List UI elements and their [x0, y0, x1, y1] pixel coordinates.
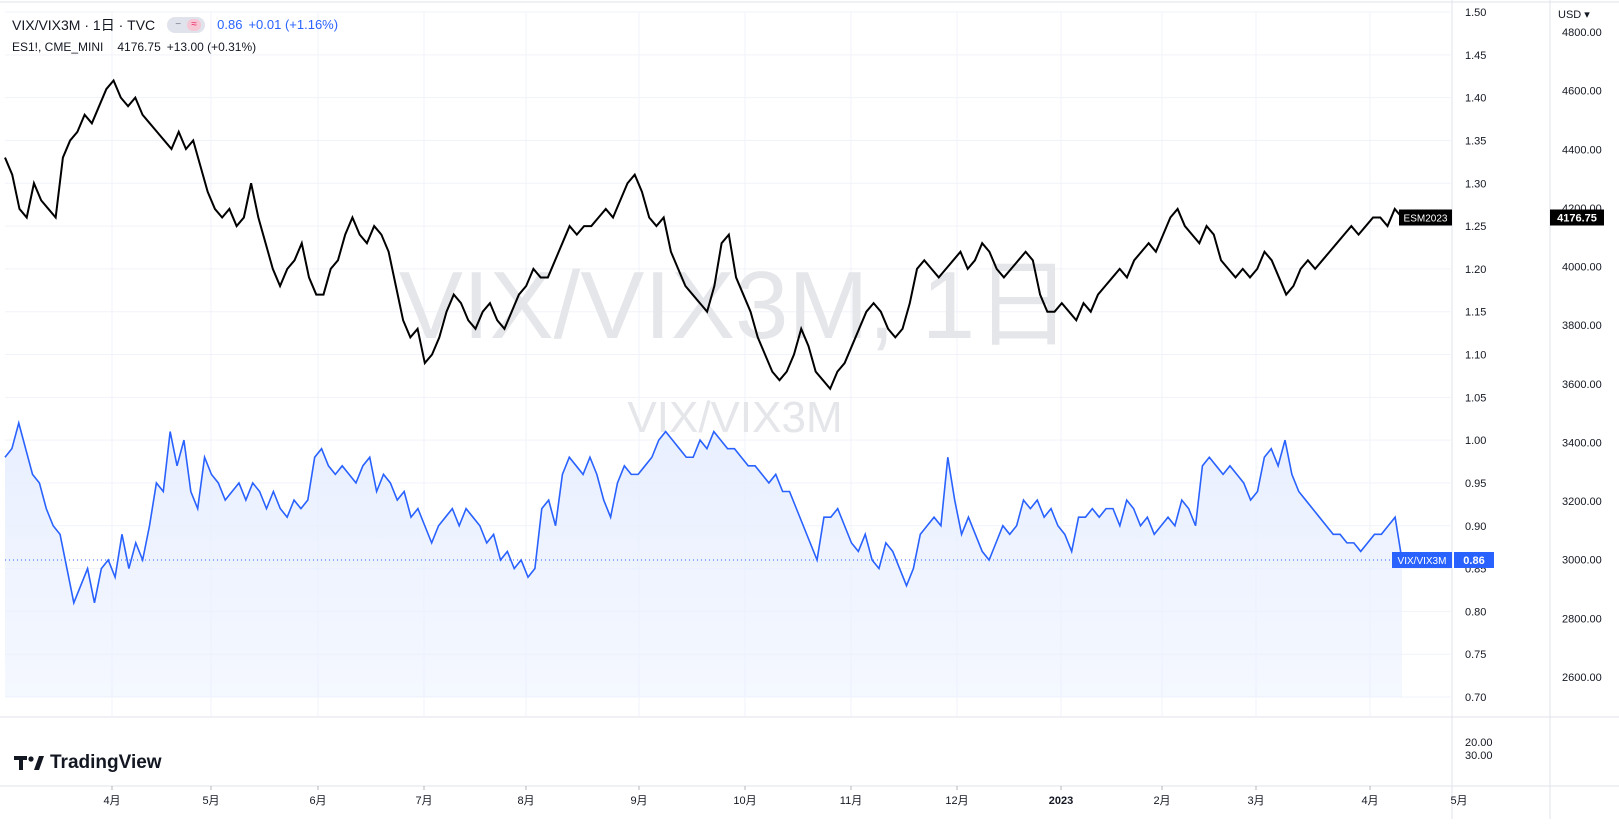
time-axis-label[interactable]: 6月 — [309, 795, 326, 807]
right-axis-tick-label: 4800.00 — [1562, 27, 1602, 39]
legend-row-es[interactable]: ES1!, CME_MINI 4176.75 +13.00 (+0.31%) — [12, 36, 338, 58]
vix-series-line[interactable] — [4, 419, 1403, 606]
left-axis-tick-label: 1.45 — [1465, 50, 1486, 62]
axes-layer: 1.50 1.45 1.40 1.35 1.30 1.25 1.20 1.15 1.10 1.05… — [103, 7, 1604, 807]
left-axis-tick-label: 1.25 — [1465, 221, 1486, 233]
legend-symbol-es[interactable]: ES1!, CME_MINI — [12, 40, 104, 54]
time-axis-label[interactable]: 3月 — [1247, 795, 1264, 807]
time-axis-label[interactable]: 12月 — [945, 795, 968, 807]
legend-change-vix: +0.01 (+1.16%) — [248, 17, 339, 32]
tradingview-icon — [14, 756, 44, 770]
legend-value-vix: 0.86 — [217, 17, 243, 32]
right-axis-tick-label: 3800.00 — [1562, 320, 1602, 332]
left-axis-tick-label: 0.75 — [1465, 649, 1486, 661]
minus-icon[interactable]: − — [175, 19, 182, 30]
legend-symbol-vix[interactable]: VIX/VIX3M · 1日 · TVC — [12, 17, 156, 33]
right-axis-tick-label: 4600.00 — [1562, 86, 1602, 98]
time-axis-label[interactable]: 8月 — [517, 795, 534, 807]
time-axis-label[interactable]: 4月 — [103, 795, 120, 807]
right-axis-tick-label: 4000.00 — [1562, 262, 1602, 274]
time-axis-label[interactable]: 2023 — [1049, 795, 1073, 807]
vix-name-label: VIX/VIX3M — [1398, 556, 1447, 567]
legend-value-es: 4176.75 — [117, 40, 161, 54]
es-series-line[interactable] — [4, 78, 1403, 391]
left-axis-tick-label: 0.90 — [1465, 521, 1486, 533]
left-axis-tick-label: 1.30 — [1465, 178, 1486, 190]
left-axis-tick-label: 1.50 — [1465, 7, 1486, 19]
time-axis-label[interactable]: 9月 — [630, 795, 647, 807]
left-axis-tick-label: 1.20 — [1465, 264, 1486, 276]
es-name-label: ESM2023 — [1404, 214, 1448, 225]
series-layer — [4, 78, 1452, 697]
time-axis-label[interactable]: 4月 — [1361, 795, 1378, 807]
vix-price-tag — [1454, 552, 1494, 568]
left-axis-tick-label: 0.80 — [1465, 606, 1486, 618]
right-axis-tick-label: 2800.00 — [1562, 613, 1602, 625]
lower-axis-tick-label: 30.00 — [1465, 750, 1493, 762]
watermark-subtitle: VIX/VIX3M — [627, 393, 842, 442]
left-axis-tick-label: 0.70 — [1465, 692, 1486, 704]
left-axis-tick-label: 0.95 — [1465, 478, 1486, 490]
vix-price-label: 0.86 — [1463, 555, 1484, 567]
left-axis-tick-label: 1.05 — [1465, 392, 1486, 404]
left-axis-tick-label: 1.35 — [1465, 135, 1486, 147]
time-axis-label[interactable]: 5月 — [1450, 795, 1467, 807]
es-name-tag — [1399, 209, 1452, 226]
right-axis-tick-label: 3200.00 — [1562, 496, 1602, 508]
legend: VIX/VIX3M · 1日 · TVC − ≈ 0.86 +0.01 (+1.… — [12, 14, 338, 58]
left-axis-tick-label: 1.00 — [1465, 435, 1486, 447]
legend-toggle-pill[interactable]: − ≈ — [167, 17, 206, 33]
tradingview-logo[interactable]: TradingView — [14, 752, 162, 774]
right-axis-tick-label: 3400.00 — [1562, 437, 1602, 449]
time-axis-label[interactable]: 5月 — [202, 795, 219, 807]
left-axis-tick-label: 1.15 — [1465, 307, 1486, 319]
es-price-label: 4176.75 — [1557, 213, 1597, 225]
tradingview-wordmark: TradingView — [50, 752, 162, 773]
right-axis-tick-label: 4400.00 — [1562, 144, 1602, 156]
time-axis-label[interactable]: 2月 — [1153, 795, 1170, 807]
wave-icon[interactable]: ≈ — [187, 19, 202, 31]
legend-change-es: +13.00 (+0.31%) — [166, 40, 257, 54]
legend-row-vix[interactable]: VIX/VIX3M · 1日 · TVC − ≈ 0.86 +0.01 (+1.… — [12, 14, 338, 36]
lower-axis-tick-label: 20.00 — [1465, 737, 1493, 749]
time-axis-label[interactable]: 10月 — [733, 795, 756, 807]
left-axis-tick-label: 1.10 — [1465, 350, 1486, 362]
right-axis-tick-label: 3600.00 — [1562, 379, 1602, 391]
vix-area-fill — [5, 423, 1402, 697]
time-axis-label[interactable]: 11月 — [840, 795, 862, 807]
vix-name-tag — [1392, 552, 1452, 568]
right-axis-tick-label: 2600.00 — [1562, 672, 1602, 684]
time-axis-label[interactable]: 7月 — [415, 795, 432, 807]
es-price-tag — [1550, 209, 1604, 226]
right-axis-tick-label: 3000.00 — [1562, 555, 1602, 567]
left-axis-tick-label: 1.40 — [1465, 93, 1486, 105]
currency-selector[interactable]: USD ▾ — [1558, 9, 1590, 21]
